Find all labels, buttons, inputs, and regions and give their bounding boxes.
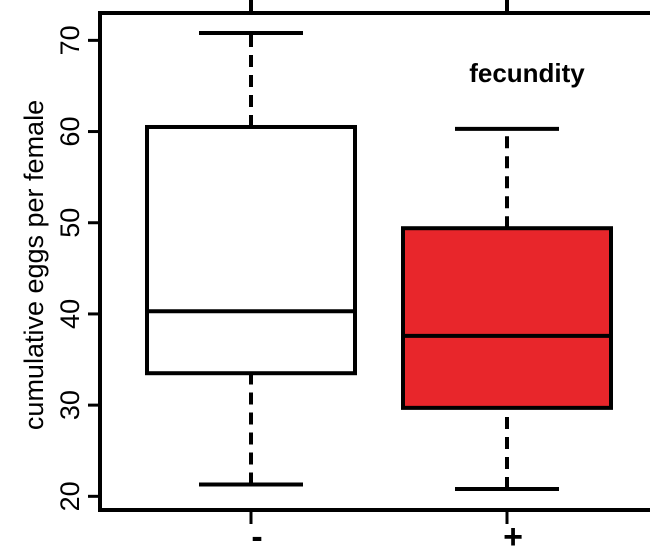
- category-label-minus: -: [251, 518, 262, 546]
- y-tick-label-50: 50: [55, 208, 85, 238]
- chart-annotation: fecundity: [469, 58, 585, 88]
- y-tick-label-70: 70: [55, 25, 85, 55]
- category-label-plus: +: [503, 518, 523, 546]
- box-minus: [145, 124, 357, 376]
- y-tick-label-60: 60: [55, 117, 85, 147]
- y-tick-label-20: 20: [55, 481, 85, 511]
- box-plus: [401, 226, 613, 410]
- y-tick-label-30: 30: [55, 390, 85, 420]
- plot-frame: [98, 11, 650, 512]
- y-tick-label-40: 40: [55, 299, 85, 329]
- y-axis-label: cumulative eggs per female: [19, 100, 49, 430]
- plot-area: 20 30 40 50 60 70 - +: [55, 0, 650, 546]
